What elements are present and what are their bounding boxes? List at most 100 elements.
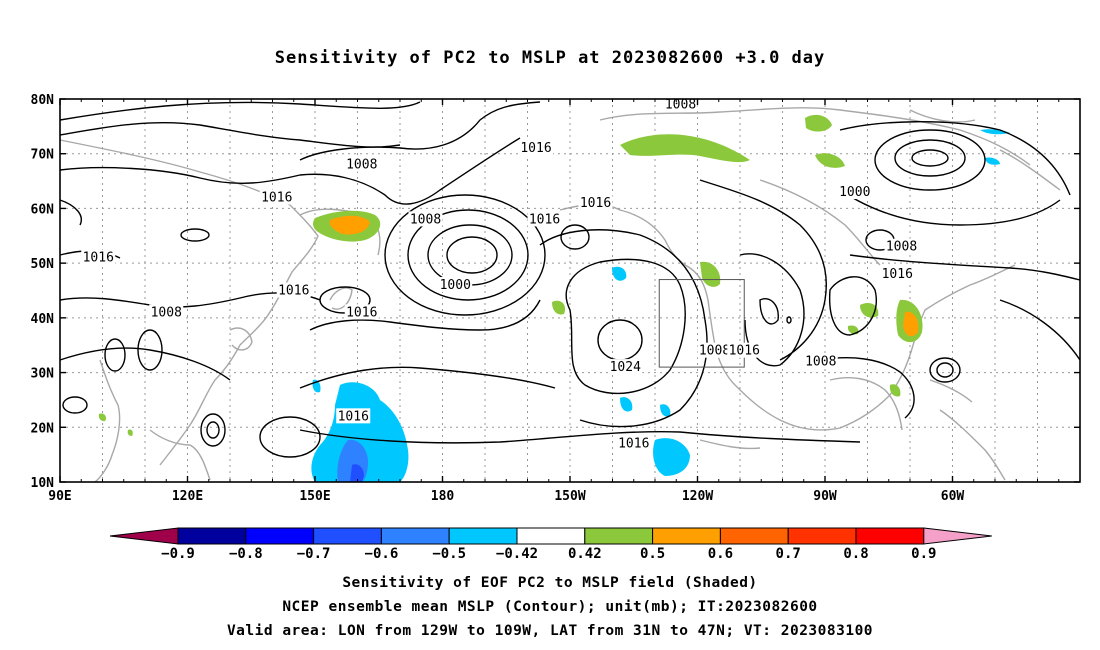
colorbar: −0.9 −0.8 −0.7 −0.6 −0.5 −0.42 0.42 0.5 0.6 0.7 0.… (109, 527, 992, 562)
positive-area (620, 134, 750, 163)
contour-label: 1016 (83, 251, 114, 266)
contour-label: 1016 (618, 437, 649, 452)
contour-label: 1008 (410, 212, 441, 227)
colorbar-label: 0.42 (568, 546, 602, 562)
negative-area (311, 382, 409, 482)
contour-label-bg (438, 277, 473, 293)
contour-label: 1016 (338, 409, 369, 424)
caption-line-1: Sensitivity of EOF PC2 to MSLP field (Sh… (342, 575, 758, 591)
shaded-sensitivity (98, 114, 1010, 482)
contour-label-bg (276, 282, 311, 298)
positive-area (805, 114, 832, 132)
caption-line-3: Valid area: LON from 129W to 109W, LAT f… (226, 623, 874, 639)
colorbar-arrow-right (923, 527, 992, 545)
contour-label-bg (408, 211, 443, 227)
negative-area (612, 266, 627, 281)
positive-area (98, 413, 107, 422)
lat-tick-label: 50N (31, 257, 55, 272)
colorbar-label: 0.8 (843, 546, 868, 562)
colorbar-segment (448, 527, 518, 545)
colorbar-segment (177, 527, 247, 545)
negative-area (350, 464, 364, 482)
contour-label: 1024 (610, 360, 641, 375)
colorbar-segment (380, 527, 450, 545)
contour-label-bg (259, 189, 294, 205)
contour-label-bg (344, 156, 379, 172)
lat-tick-label: 80N (31, 93, 55, 108)
map-title: Sensitivity of PC2 to MSLP at 2023082600… (274, 48, 826, 68)
lon-tick-label: 180 (431, 489, 455, 504)
contour-label: 1000 (839, 185, 870, 200)
colorbar-segment (787, 527, 857, 545)
contour-label-bg (608, 359, 643, 375)
contour-label-bg (616, 435, 651, 451)
contour-label-bg (336, 408, 371, 424)
positive-area (847, 325, 859, 335)
negative-area (660, 404, 671, 417)
lon-tick-label: 120W (682, 489, 713, 504)
valid-area-box (658, 279, 745, 368)
colorbar-segment (245, 527, 315, 545)
colorbar-segment (652, 527, 721, 545)
contour-label: 1016 (729, 344, 760, 359)
contour-label-bg (149, 304, 184, 320)
lat-tick-label: 60N (31, 202, 55, 217)
contour-label: 1008 (886, 240, 917, 255)
caption-line-2: NCEP ensemble mean MSLP (Contour); unit(… (282, 599, 818, 615)
contour-label: 1016 (882, 267, 913, 282)
negative-area (653, 438, 690, 476)
colorbar-label: 0.9 (911, 546, 936, 562)
lon-tick-label: 90W (813, 489, 837, 504)
colorbar-segment (516, 527, 586, 545)
positive-area (127, 429, 133, 436)
contour-label-bg (727, 342, 762, 358)
colorbar-label: −0.8 (229, 546, 263, 562)
lon-tick-label: 120E (172, 489, 203, 504)
colorbar-label: −0.6 (365, 546, 399, 562)
contour-label-bg (527, 211, 562, 227)
lon-tick-label: 60W (941, 489, 965, 504)
positive-area (815, 153, 845, 168)
positive-area (903, 311, 919, 337)
contour-label: 1008 (346, 158, 377, 173)
colorbar-label: −0.9 (161, 546, 195, 562)
contour-label-bg (519, 140, 553, 156)
contour-label-bg (880, 266, 915, 282)
lat-tick-label: 20N (31, 421, 55, 436)
negative-area (980, 129, 1010, 135)
colorbar-label: −0.5 (432, 546, 466, 562)
colorbar-segment (855, 527, 925, 545)
contour-label: 1016 (261, 190, 292, 205)
lon-tick-label: 90E (48, 489, 71, 504)
negative-area (985, 157, 1000, 165)
colorbar-segment (719, 527, 789, 545)
contour-label-bg (884, 238, 919, 254)
contour-label: 1016 (580, 196, 611, 211)
colorbar-segment (584, 527, 654, 545)
contour-label: 1000 (440, 278, 471, 293)
lon-tick-label: 150E (299, 489, 330, 504)
contour-label-bg (344, 304, 379, 320)
contour-label: 1008 (805, 355, 836, 370)
colorbar-label: −0.7 (297, 546, 331, 562)
lat-tick-label: 30N (31, 367, 55, 382)
negative-area (620, 397, 633, 412)
colorbar-label: 0.7 (776, 546, 801, 562)
lat-tick-label: 10N (31, 476, 55, 491)
contour-label-bg (663, 96, 698, 112)
colorbar-label: −0.42 (496, 546, 538, 562)
contour-label: 1016 (278, 284, 309, 299)
contour-label: 1016 (346, 305, 377, 320)
lon-tick-label: 150W (554, 489, 585, 504)
contour-label: 1016 (520, 141, 551, 156)
contour-label-bg (837, 184, 872, 200)
contour-label: 1008 (699, 344, 730, 359)
mslp-contours (59, 101, 1081, 458)
positive-area (889, 384, 901, 397)
lat-tick-label: 40N (31, 312, 55, 327)
contour-label-bg (697, 342, 732, 358)
contour-label: 1016 (529, 212, 560, 227)
